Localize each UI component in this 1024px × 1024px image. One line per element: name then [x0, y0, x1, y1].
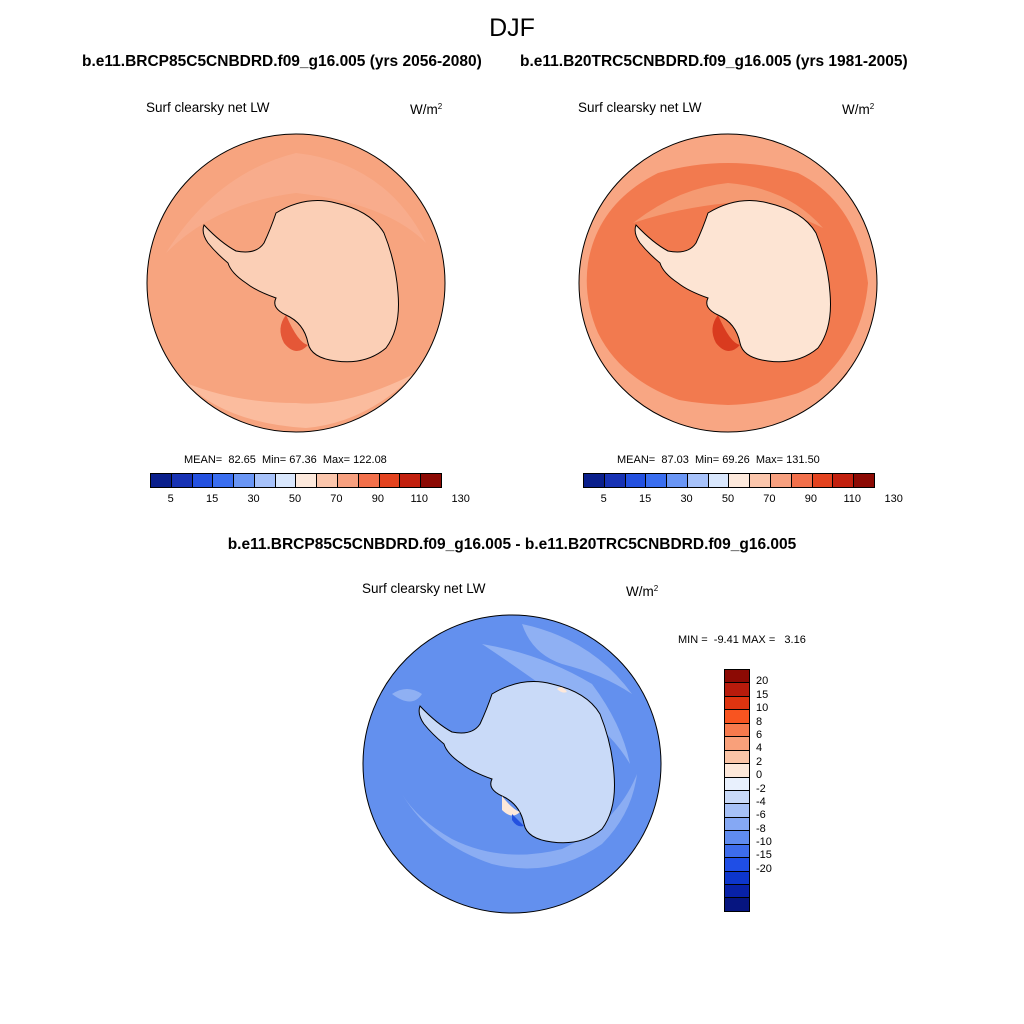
panel-a-stats: MEAN= 82.65 Min= 67.36 Max= 122.08 — [184, 454, 387, 466]
colorbar-swatch — [725, 831, 749, 845]
colorbar-tick-label: 15 — [756, 688, 769, 701]
colorbar-tick-label: 130 — [451, 493, 470, 505]
diff-variable: Surf clearsky net LW — [362, 581, 486, 596]
colorbar-tick-label: 5 — [167, 493, 174, 505]
panel-a-antarctica — [202, 200, 399, 363]
figure-title: DJF — [489, 14, 535, 42]
colorbar-tick-label: 0 — [756, 769, 763, 782]
colorbar-swatch — [729, 474, 751, 487]
colorbar-swatch — [667, 474, 688, 487]
colorbar-swatch — [254, 474, 276, 487]
colorbar-swatch — [275, 474, 297, 487]
colorbar-swatch — [725, 670, 749, 684]
colorbar-swatch — [833, 474, 855, 487]
panel-b-stats: MEAN= 87.03 Min= 69.26 Max= 131.50 — [617, 454, 820, 466]
colorbar-swatch — [791, 474, 813, 487]
panel-b-units: W/m2 — [842, 102, 875, 117]
colorbar-tick-label: 90 — [371, 493, 384, 505]
colorbar-tick-label: -8 — [756, 822, 766, 835]
colorbar-tick-label: 50 — [288, 493, 302, 505]
colorbar-tick-label: 110 — [410, 493, 429, 505]
colorbar-swatch — [725, 737, 749, 751]
colorbar-tick-label: 30 — [247, 493, 260, 505]
colorbar-swatch — [213, 474, 235, 487]
panel-a-map — [146, 133, 446, 433]
colorbar-swatch — [687, 474, 709, 487]
colorbar-swatch — [725, 750, 749, 765]
colorbar-swatch — [171, 474, 193, 487]
colorbar-tick-label: 50 — [721, 493, 735, 505]
diff-colorbar — [724, 669, 750, 912]
colorbar-swatch — [725, 710, 749, 724]
colorbar-swatch — [234, 474, 255, 487]
colorbar-tick-label: 8 — [756, 715, 763, 728]
colorbar-swatch — [854, 474, 874, 487]
colorbar-tick-label: 15 — [206, 493, 219, 505]
colorbar-swatch — [725, 871, 749, 885]
panel-b-variable: Surf clearsky net LW — [578, 100, 702, 115]
colorbar-swatch — [725, 723, 749, 738]
colorbar-tick-label: 70 — [763, 493, 776, 505]
colorbar-tick-label: -2 — [756, 782, 766, 795]
colorbar-swatch — [771, 474, 792, 487]
colorbar-tick-label: 90 — [804, 493, 817, 505]
colorbar-tick-label: -10 — [756, 836, 772, 849]
colorbar-swatch — [812, 474, 834, 487]
colorbar-swatch — [725, 683, 749, 697]
colorbar-swatch — [151, 474, 172, 487]
colorbar-tick-label: -4 — [756, 795, 766, 808]
colorbar-swatch — [725, 885, 749, 899]
case-b-title: b.e11.B20TRC5CNBDRD.f09_g16.005 (yrs 198… — [520, 53, 908, 70]
colorbar-swatch — [725, 898, 749, 911]
case-a-title: b.e11.BRCP85C5CNBDRD.f09_g16.005 (yrs 20… — [82, 53, 482, 70]
colorbar-swatch — [725, 804, 749, 818]
colorbar-swatch — [725, 858, 749, 872]
colorbar-tick-label: -6 — [756, 809, 766, 822]
colorbar-tick-label: 110 — [843, 493, 862, 505]
colorbar-swatch — [296, 474, 318, 487]
panel-a-colorbar — [150, 473, 442, 488]
diff-units: W/m2 — [626, 584, 659, 599]
colorbar-tick-label: 6 — [756, 728, 763, 741]
colorbar-tick-label: 15 — [639, 493, 652, 505]
colorbar-tick-label: 20 — [756, 675, 769, 688]
panel-a-units: W/m2 — [410, 102, 443, 117]
colorbar-swatch — [725, 777, 749, 791]
colorbar-swatch — [379, 474, 401, 487]
panel-b-map — [578, 133, 878, 433]
colorbar-swatch — [584, 474, 605, 487]
colorbar-swatch — [725, 817, 749, 832]
colorbar-tick-label: 130 — [884, 493, 903, 505]
colorbar-swatch — [750, 474, 772, 487]
colorbar-tick-label: 5 — [600, 493, 607, 505]
colorbar-swatch — [192, 474, 214, 487]
colorbar-tick-label: 70 — [330, 493, 343, 505]
colorbar-swatch — [358, 474, 380, 487]
diff-stats: MIN = -9.41 MAX = 3.16 — [678, 634, 806, 646]
colorbar-swatch — [625, 474, 647, 487]
colorbar-tick-label: -20 — [756, 862, 772, 875]
colorbar-tick-label: -15 — [756, 849, 772, 862]
panel-b-colorbar — [583, 473, 875, 488]
colorbar-swatch — [646, 474, 668, 487]
colorbar-swatch — [708, 474, 730, 487]
colorbar-swatch — [725, 844, 749, 859]
diff-map — [362, 614, 662, 914]
colorbar-swatch — [725, 764, 749, 778]
colorbar-tick-label: 4 — [756, 742, 763, 755]
colorbar-swatch — [604, 474, 626, 487]
colorbar-tick-label: 30 — [680, 493, 693, 505]
colorbar-swatch — [317, 474, 339, 487]
colorbar-swatch — [725, 790, 749, 805]
diff-title: b.e11.BRCP85C5CNBDRD.f09_g16.005 - b.e11… — [227, 536, 797, 553]
panel-a-variable: Surf clearsky net LW — [146, 100, 270, 115]
colorbar-swatch — [725, 696, 749, 711]
colorbar-swatch — [421, 474, 441, 487]
panel-b-antarctica — [634, 200, 831, 363]
colorbar-tick-label: 10 — [756, 702, 769, 715]
colorbar-tick-label: 2 — [756, 755, 763, 768]
diff-antarctica — [418, 681, 615, 844]
colorbar-swatch — [400, 474, 422, 487]
colorbar-swatch — [338, 474, 359, 487]
